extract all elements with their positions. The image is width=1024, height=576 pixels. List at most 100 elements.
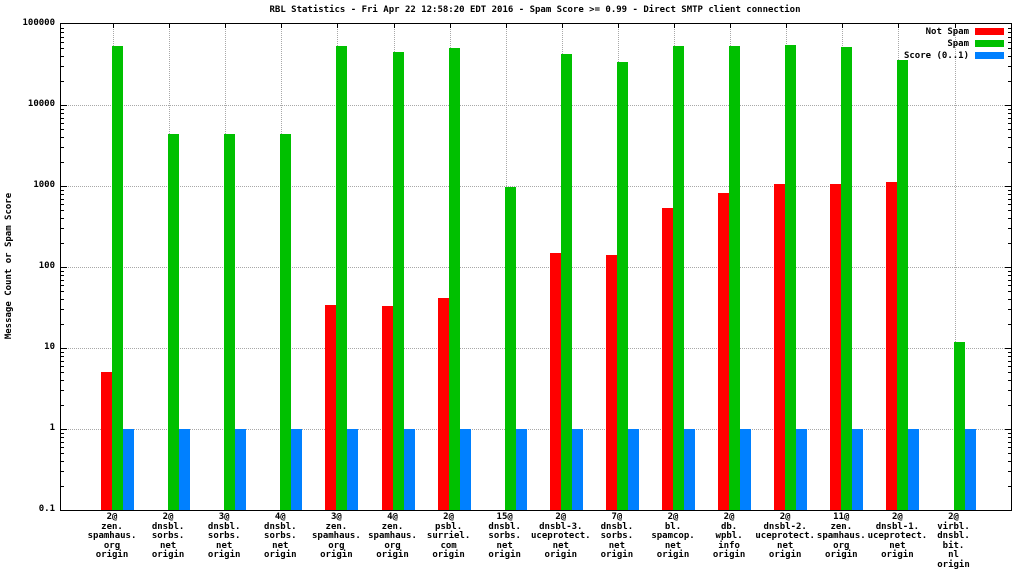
y-minor-tick-left [61,461,64,463]
x-tick-label-line: wpbl. [715,531,743,541]
x-tick-label-line: zen. [325,521,348,532]
y-minor-tick-right [1008,242,1011,244]
y-minor-tick-right [1008,189,1011,191]
bar-score-0-1- [403,429,415,510]
x-tick-label-line: origin [825,550,858,560]
y-minor-tick-left [61,36,64,38]
y-minor-tick-right [1008,117,1011,119]
bar-spam [616,62,628,510]
x-tick-top [505,24,507,28]
y-minor-tick-right [1008,228,1011,230]
y-minor-tick-right [1008,461,1011,463]
x-tick-label-line: origin [264,550,297,560]
bar-not-spam [662,207,673,510]
legend-label-spam: Spam [947,38,969,49]
bar-score-0-1- [852,429,864,510]
y-minor-tick-left [61,80,64,82]
x-tick-label-line: 2@ [779,512,791,522]
x-tick-top [561,24,563,28]
y-minor-tick-right [1008,351,1011,353]
x-tick-label-line: org [103,540,121,551]
x-tick-top [449,24,451,28]
y-minor-tick-right [1008,274,1011,276]
bar-spam [841,47,853,510]
bar-spam [504,187,516,510]
plot-area [60,23,1012,511]
x-tick-label-line: spamcop. [651,531,695,541]
x-tick-label-line: sorbs. [207,531,241,541]
x-tick-label-line: origin [432,550,465,560]
bar-not-spam [718,192,730,510]
x-tick-top [113,24,114,28]
y-minor-tick-right [1008,56,1011,58]
y-minor-tick-left [61,66,64,68]
x-gridline [954,24,956,510]
x-tick-label-line: org [328,540,345,551]
y-tick-label: 10 [44,342,55,352]
y-minor-tick-right [1008,108,1011,110]
y-minor-tick-left [61,189,64,191]
y-minor-tick-left [61,193,64,195]
x-tick-label-line: spamhaus. [816,531,866,541]
bar-not-spam [325,304,337,510]
x-tick-label-line: net [496,540,513,551]
x-tick-label: 15@ dnsbl. sorbs. net origin [465,512,545,561]
x-tick-label-line: net [777,540,794,551]
bar-score-0-1- [347,429,359,510]
bar-not-spam [774,183,786,510]
y-minor-tick-right [1008,441,1011,443]
y-major-tick-left [61,105,67,106]
y-minor-tick-left [61,453,64,455]
y-minor-tick-right [1008,485,1011,487]
x-tick-label-line: dnsbl-2. [763,521,807,532]
x-tick-label-line: origin [656,550,690,560]
x-tick-label-line: zen. [830,521,853,532]
x-tick-label-line: 4@ [274,512,286,522]
y-minor-tick-left [61,203,64,205]
legend-swatch-score [975,52,1004,59]
y-minor-tick-right [1008,446,1011,448]
bar-spam [953,341,965,510]
x-tick-label-line: 2@ [555,512,567,522]
y-minor-tick-left [61,390,64,392]
y-major-tick-right [1005,267,1011,268]
x-tick-label-line: org [833,540,850,551]
x-tick-top [225,24,227,28]
bar-score-0-1- [291,429,303,510]
x-tick-label-line: origin [95,550,129,560]
y-minor-tick-left [61,129,64,131]
x-tick-label-line: spamhaus. [87,531,137,541]
legend-row-spam: Spam [904,38,1004,49]
x-tick-top [337,24,339,28]
x-tick-label-line: sorbs. [488,531,521,541]
x-tick-label-line: sorbs. [600,531,634,541]
y-minor-tick-left [61,27,64,29]
y-minor-tick-left [61,432,64,434]
x-tick-label-line: net [552,540,569,551]
y-minor-tick-left [61,48,64,50]
x-tick-label-line: spamhaus. [368,531,417,541]
y-major-tick-left [61,186,67,187]
x-tick-top [898,24,900,28]
y-minor-tick-left [61,56,64,58]
y-minor-tick-left [61,441,64,443]
x-tick-label-line: 4@ [387,512,398,522]
y-minor-tick-left [61,274,64,276]
x-tick-label: 3@ zen. spamhaus. org origin [296,512,376,561]
x-tick-label: 2@ dnsbl-2. uceprotect. net origin [745,512,825,561]
bar-spam [448,48,460,510]
y-minor-tick-right [1008,291,1011,293]
x-tick-label-line: uceprotect. [867,531,928,541]
x-tick-label-line: dnsbl. [151,521,185,532]
y-major-tick-right [1005,429,1011,430]
y-minor-tick-right [1008,31,1011,33]
bar-not-spam [101,372,112,510]
x-tick-label-line: net [272,540,289,551]
x-tick-label-line: virbl. [937,521,970,532]
x-tick-label-line: origin [320,550,353,560]
y-minor-tick-left [61,291,64,293]
bar-score-0-1- [459,429,471,510]
x-tick-label-line: 3@ [218,512,230,522]
bar-not-spam [381,306,393,510]
x-tick-label: 2@ dnsbl-1. uceprotect. net origin [857,512,937,561]
